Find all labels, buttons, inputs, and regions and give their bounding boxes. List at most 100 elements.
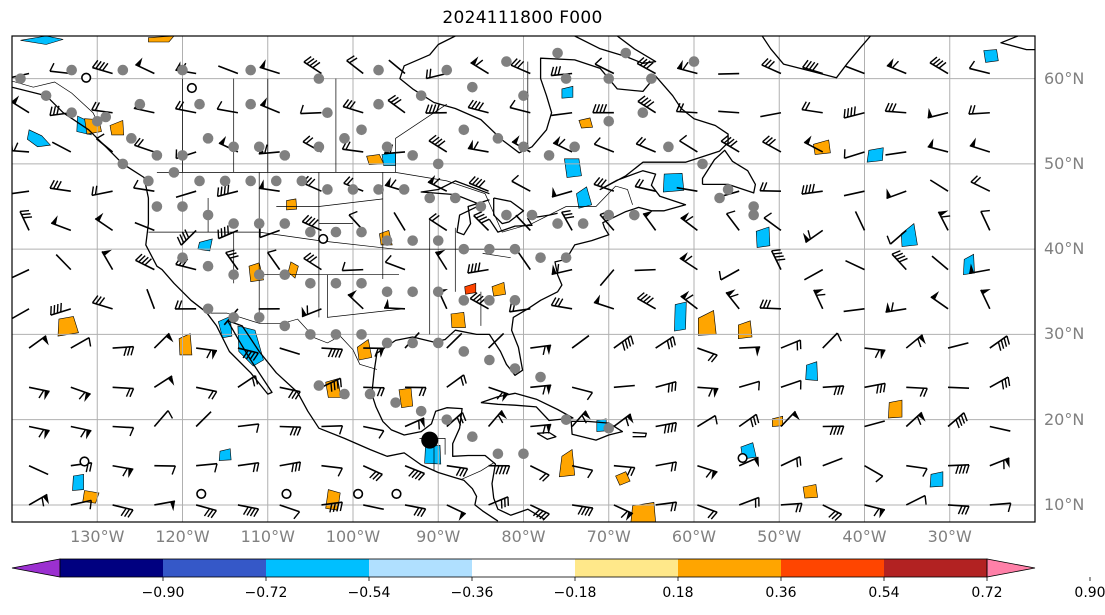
colorbar-tick-label: 0.90 — [1074, 585, 1105, 601]
barb-pennant — [813, 288, 824, 295]
wind-barb — [91, 101, 113, 114]
barb-staff — [679, 257, 698, 271]
barb-flag — [420, 508, 427, 518]
wind-barb — [634, 178, 656, 192]
barb-flag — [563, 213, 573, 216]
barb-flag — [556, 263, 560, 274]
barb-flag — [431, 136, 440, 144]
barb-staff — [864, 465, 884, 477]
barb-flag — [970, 175, 978, 183]
station-dot — [535, 252, 546, 263]
station-dot — [202, 303, 214, 315]
wind-barb — [175, 190, 197, 198]
barb-flag — [829, 426, 834, 436]
barb-flag — [332, 502, 337, 513]
shaded-contour — [72, 473, 84, 491]
barb-flag — [478, 216, 488, 222]
open-circle-marker — [79, 456, 90, 467]
barb-flag — [929, 56, 938, 64]
wind-barb — [467, 262, 489, 274]
barb-pennant — [885, 302, 891, 313]
barb-staff — [404, 504, 426, 510]
barb-flag — [178, 101, 185, 110]
wind-barb — [989, 425, 1011, 432]
barb-staff — [760, 111, 782, 118]
wind-barb — [488, 386, 509, 402]
barb-staff — [844, 65, 865, 75]
wind-barb — [321, 425, 344, 435]
barb-staff — [822, 504, 842, 515]
barb-flag — [720, 134, 729, 142]
barb-flag — [249, 351, 256, 361]
barb-flag — [411, 470, 419, 479]
wind-barb — [321, 347, 344, 358]
barb-staff — [801, 108, 823, 114]
wind-barb — [529, 465, 550, 482]
wind-barb — [550, 297, 573, 310]
wind-barb — [613, 504, 634, 521]
station-dot — [245, 98, 256, 110]
wind-barb — [91, 295, 113, 310]
station-dot — [714, 192, 725, 204]
barb-flag — [207, 509, 214, 518]
longitude-label: 130°W — [70, 527, 125, 546]
barb-flag — [369, 471, 377, 479]
barb-flag — [874, 349, 881, 359]
wind-barb — [613, 335, 635, 351]
barb-pennant — [384, 298, 390, 309]
wind-barb — [153, 375, 175, 388]
latitude-label: 30°N — [1044, 324, 1085, 344]
wind-barb — [237, 504, 260, 518]
barb-flag — [674, 381, 677, 391]
barb-staff — [393, 212, 406, 231]
wind-barb — [487, 409, 508, 428]
barb-flag — [550, 66, 555, 76]
barb-staff — [885, 151, 907, 156]
wind-barb — [12, 308, 30, 320]
wind-barb — [905, 334, 926, 349]
barb-flag — [729, 293, 739, 298]
barb-staff — [55, 254, 72, 271]
shaded-contour — [615, 471, 631, 486]
wind-barb — [676, 186, 698, 192]
barb-flag — [129, 388, 135, 398]
barb-flag — [135, 253, 143, 261]
wind-barb — [822, 457, 843, 467]
barb-flag — [766, 299, 772, 309]
wind-barb — [854, 211, 866, 231]
wind-barb — [279, 504, 301, 520]
wind-barb — [760, 111, 782, 118]
barb-flag — [181, 231, 187, 241]
wind-barb — [927, 138, 949, 153]
barb-flag — [801, 185, 805, 195]
shaded-contour — [450, 311, 466, 328]
barb-staff — [676, 186, 698, 192]
station-dot — [407, 286, 418, 298]
wind-barb — [906, 464, 928, 477]
barb-staff — [237, 461, 259, 467]
barb-flag — [9, 69, 10, 78]
shaded-contour — [356, 338, 373, 361]
wind-barb — [989, 335, 1010, 351]
wind-barb — [968, 60, 991, 75]
wind-barb — [404, 386, 427, 397]
barb-flag — [707, 353, 715, 362]
station-dot — [356, 277, 367, 289]
latitude-label: 10°N — [1044, 494, 1085, 514]
political-border — [482, 253, 511, 259]
station-dot — [484, 354, 495, 366]
wind-barb — [237, 347, 259, 361]
barb-staff — [12, 149, 30, 153]
station-dot — [603, 115, 615, 127]
barb-flag — [510, 58, 518, 66]
station-dot — [245, 175, 256, 187]
barb-flag — [586, 392, 594, 401]
barb-staff — [95, 137, 114, 153]
wind-barb — [970, 175, 991, 192]
station-dot — [407, 337, 418, 349]
barb-flag — [710, 354, 718, 363]
barb-staff — [571, 410, 587, 428]
station-dot — [552, 47, 563, 59]
wind-barb — [864, 465, 884, 483]
barb-flag — [294, 462, 298, 472]
